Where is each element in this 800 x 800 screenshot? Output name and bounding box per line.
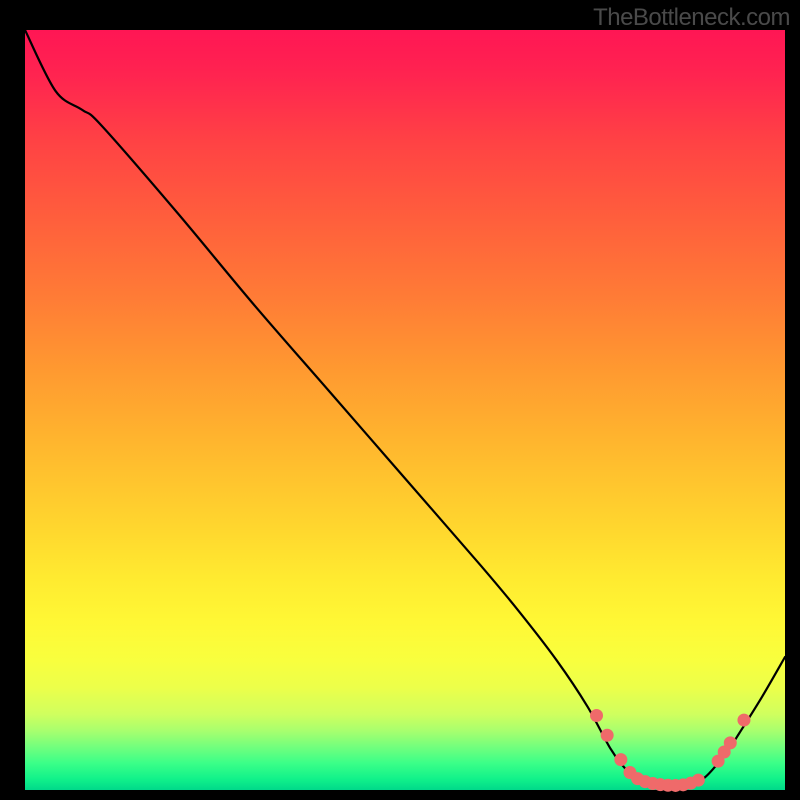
chart-container: TheBottleneck.com xyxy=(0,0,800,800)
marker-point xyxy=(601,729,614,742)
marker-point xyxy=(590,709,603,722)
marker-point xyxy=(692,774,705,787)
plot-background xyxy=(25,30,785,790)
bottleneck-curve-chart xyxy=(0,0,800,800)
marker-point xyxy=(724,736,737,749)
marker-point xyxy=(737,714,750,727)
marker-point xyxy=(614,753,627,766)
watermark-text: TheBottleneck.com xyxy=(593,4,790,32)
